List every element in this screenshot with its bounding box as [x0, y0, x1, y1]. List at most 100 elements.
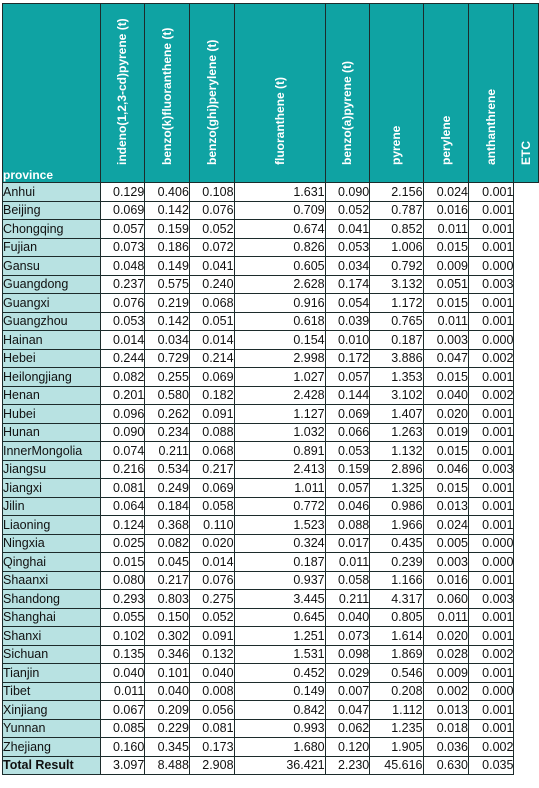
- value-cell[interactable]: 0.187: [233, 552, 326, 572]
- value-cell[interactable]: 0.132: [188, 644, 235, 664]
- province-cell[interactable]: Jiangxi: [2, 478, 101, 498]
- column-header-etc[interactable]: ETC: [513, 3, 539, 183]
- empty-cell[interactable]: [513, 534, 539, 553]
- value-cell[interactable]: 0.645: [233, 607, 326, 627]
- value-cell[interactable]: 0.010: [324, 330, 371, 350]
- value-cell[interactable]: 0.891: [233, 441, 326, 461]
- empty-cell[interactable]: [513, 663, 539, 682]
- value-cell[interactable]: 0.034: [144, 330, 190, 350]
- empty-cell[interactable]: [513, 608, 539, 627]
- province-cell[interactable]: Hainan: [2, 330, 101, 350]
- value-cell[interactable]: 1.325: [369, 478, 424, 498]
- value-cell[interactable]: 0.001: [467, 496, 515, 516]
- value-cell[interactable]: 0.142: [144, 311, 190, 331]
- value-cell[interactable]: 2.156: [369, 182, 424, 202]
- value-cell[interactable]: 0.048: [99, 256, 146, 276]
- value-cell[interactable]: 0.015: [422, 441, 469, 461]
- value-cell[interactable]: 0.090: [324, 182, 371, 202]
- value-cell[interactable]: 0.068: [188, 293, 235, 313]
- value-cell[interactable]: 1.263: [369, 422, 424, 442]
- empty-cell[interactable]: [513, 293, 539, 312]
- value-cell[interactable]: 0.546: [369, 663, 424, 683]
- value-cell[interactable]: 0.040: [99, 663, 146, 683]
- value-cell[interactable]: 0.057: [324, 478, 371, 498]
- province-cell[interactable]: Zhejiang: [2, 737, 101, 757]
- province-cell[interactable]: Guangzhou: [2, 311, 101, 331]
- value-cell[interactable]: 0.052: [188, 219, 235, 239]
- value-cell[interactable]: 0.674: [233, 219, 326, 239]
- province-cell[interactable]: Sichuan: [2, 644, 101, 664]
- province-cell[interactable]: Shanghai: [2, 607, 101, 627]
- empty-cell[interactable]: [513, 626, 539, 645]
- province-cell[interactable]: Henan: [2, 385, 101, 405]
- value-cell[interactable]: 0.052: [188, 607, 235, 627]
- value-cell[interactable]: 1.132: [369, 441, 424, 461]
- empty-cell[interactable]: [513, 367, 539, 386]
- value-cell[interactable]: 0.002: [467, 737, 515, 757]
- value-cell[interactable]: 0.024: [422, 515, 469, 535]
- value-cell[interactable]: 0.154: [233, 330, 326, 350]
- value-cell[interactable]: 0.916: [233, 293, 326, 313]
- province-cell[interactable]: Liaoning: [2, 515, 101, 535]
- value-cell[interactable]: 0.088: [324, 515, 371, 535]
- value-cell[interactable]: 0.076: [188, 570, 235, 590]
- value-cell[interactable]: 0.792: [369, 256, 424, 276]
- value-cell[interactable]: 0.302: [144, 626, 190, 646]
- value-cell[interactable]: 0.187: [369, 330, 424, 350]
- value-cell[interactable]: 1.531: [233, 644, 326, 664]
- value-cell[interactable]: 0.217: [188, 459, 235, 479]
- value-cell[interactable]: 0.068: [188, 441, 235, 461]
- value-cell[interactable]: 0.182: [188, 385, 235, 405]
- value-cell[interactable]: 0.000: [467, 330, 515, 350]
- value-cell[interactable]: 0.041: [324, 219, 371, 239]
- value-cell[interactable]: 0.020: [188, 533, 235, 553]
- value-cell[interactable]: 1.011: [233, 478, 326, 498]
- value-cell[interactable]: 0.011: [422, 311, 469, 331]
- value-cell[interactable]: 3.886: [369, 348, 424, 368]
- value-cell[interactable]: 0.073: [99, 237, 146, 257]
- column-header-benzo-a-pyrene[interactable]: benzo(a)pyrene (t): [324, 3, 371, 183]
- value-cell[interactable]: 0.088: [188, 422, 235, 442]
- value-cell[interactable]: 0.028: [422, 644, 469, 664]
- value-cell[interactable]: 1.032: [233, 422, 326, 442]
- value-cell[interactable]: 0.150: [144, 607, 190, 627]
- value-cell[interactable]: 0.575: [144, 274, 190, 294]
- value-cell[interactable]: 0.211: [324, 589, 371, 609]
- value-cell[interactable]: 0.173: [188, 737, 235, 757]
- value-cell[interactable]: 1.172: [369, 293, 424, 313]
- empty-cell[interactable]: [513, 515, 539, 534]
- value-cell[interactable]: 0.001: [467, 422, 515, 442]
- value-cell[interactable]: 0.002: [467, 644, 515, 664]
- value-cell[interactable]: 1.614: [369, 626, 424, 646]
- value-cell[interactable]: 0.108: [188, 182, 235, 202]
- province-cell[interactable]: Qinghai: [2, 552, 101, 572]
- value-cell[interactable]: 0.056: [188, 700, 235, 720]
- value-cell[interactable]: 0.003: [422, 552, 469, 572]
- value-cell[interactable]: 0.937: [233, 570, 326, 590]
- value-cell[interactable]: 1.407: [369, 404, 424, 424]
- value-cell[interactable]: 0.015: [99, 552, 146, 572]
- column-header-fluoranthene[interactable]: fluoranthene (t): [233, 3, 326, 183]
- value-cell[interactable]: 0.058: [188, 496, 235, 516]
- province-cell[interactable]: Jilin: [2, 496, 101, 516]
- value-cell[interactable]: 0.082: [99, 367, 146, 387]
- value-cell[interactable]: 0.074: [99, 441, 146, 461]
- value-cell[interactable]: 0.069: [324, 404, 371, 424]
- value-cell[interactable]: 0.036: [422, 737, 469, 757]
- empty-cell[interactable]: [513, 386, 539, 405]
- value-cell[interactable]: 0.729: [144, 348, 190, 368]
- value-cell[interactable]: 0.053: [324, 441, 371, 461]
- value-cell[interactable]: 0.011: [324, 552, 371, 572]
- value-cell[interactable]: 0.001: [467, 311, 515, 331]
- province-cell[interactable]: Fujian: [2, 237, 101, 257]
- province-cell[interactable]: Yunnan: [2, 718, 101, 738]
- column-header-benzo-ghi-perylene[interactable]: benzo(ghi)perylene (t): [188, 3, 235, 183]
- empty-cell[interactable]: [513, 256, 539, 275]
- province-cell[interactable]: Tianjin: [2, 663, 101, 683]
- value-cell[interactable]: 0.009: [422, 663, 469, 683]
- value-cell[interactable]: 0.015: [422, 478, 469, 498]
- value-cell[interactable]: 0.041: [188, 256, 235, 276]
- value-cell[interactable]: 1.251: [233, 626, 326, 646]
- value-cell[interactable]: 0.066: [324, 422, 371, 442]
- value-cell[interactable]: 1.905: [369, 737, 424, 757]
